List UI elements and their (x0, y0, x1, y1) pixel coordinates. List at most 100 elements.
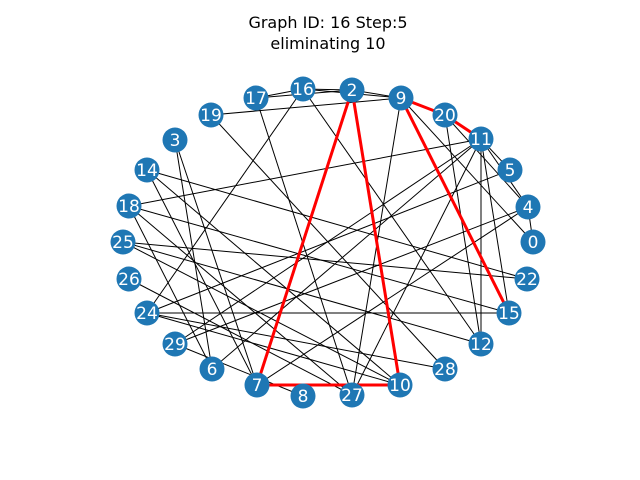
edge-19-9 (210, 97, 402, 116)
node-circle-17 (243, 85, 269, 111)
node-5: 5 (497, 157, 523, 183)
node-2: 2 (339, 77, 365, 103)
node-16: 16 (290, 76, 316, 102)
node-17: 17 (243, 85, 269, 111)
node-label-27: 27 (341, 386, 363, 406)
node-circle-20 (432, 102, 458, 128)
node-10: 10 (387, 372, 413, 398)
node-label-5: 5 (505, 161, 516, 181)
edge-25-12 (122, 241, 482, 345)
edge-3-6 (174, 139, 213, 370)
edge-14-22 (146, 169, 528, 280)
node-26: 26 (116, 266, 142, 292)
node-label-20: 20 (434, 106, 456, 126)
node-27: 27 (339, 382, 365, 408)
node-circle-8 (290, 383, 316, 409)
node-20: 20 (432, 102, 458, 128)
node-circle-4 (515, 194, 541, 220)
node-label-16: 16 (292, 80, 314, 100)
node-label-24: 24 (136, 304, 158, 324)
edge-17-27 (255, 97, 353, 396)
node-label-9: 9 (396, 89, 407, 109)
edge-26-27 (128, 278, 353, 396)
node-circle-26 (116, 266, 142, 292)
node-circle-12 (468, 331, 494, 357)
node-9: 9 (388, 85, 414, 111)
node-24: 24 (134, 300, 160, 326)
node-label-14: 14 (136, 161, 158, 181)
node-label-11: 11 (470, 130, 492, 150)
node-19: 19 (198, 102, 224, 128)
node-circle-24 (134, 300, 160, 326)
node-label-26: 26 (118, 270, 140, 290)
graph-title: Graph ID: 16 Step:5 (248, 13, 407, 32)
node-4: 4 (515, 194, 541, 220)
edge-7-4 (256, 206, 529, 386)
node-8: 8 (290, 383, 316, 409)
node-circle-27 (339, 382, 365, 408)
node-label-18: 18 (118, 197, 140, 217)
node-18: 18 (116, 193, 142, 219)
node-label-17: 17 (245, 89, 267, 109)
edge-9-0 (400, 97, 534, 243)
node-label-15: 15 (498, 304, 520, 324)
node-label-12: 12 (470, 335, 492, 355)
node-11: 11 (468, 126, 494, 152)
edge-29-4 (174, 206, 529, 345)
node-circle-3 (162, 127, 188, 153)
node-circle-11 (468, 126, 494, 152)
node-circle-14 (134, 157, 160, 183)
highlighted-edge-2-7 (255, 89, 354, 386)
node-25: 25 (110, 229, 136, 255)
node-label-8: 8 (298, 387, 309, 407)
edge-6-11 (211, 138, 482, 370)
node-label-7: 7 (252, 376, 263, 396)
highlighted-edge-2-10 (350, 89, 402, 386)
node-label-19: 19 (200, 106, 222, 126)
node-28: 28 (432, 356, 458, 382)
node-circle-6 (199, 356, 225, 382)
node-label-25: 25 (112, 233, 134, 253)
node-label-4: 4 (523, 198, 534, 218)
highlighted-edge-9-15 (399, 97, 511, 314)
edge-14-7 (146, 169, 258, 386)
edge-11-18 (128, 138, 482, 207)
node-circle-2 (339, 77, 365, 103)
node-circle-9 (388, 85, 414, 111)
node-22: 22 (514, 266, 540, 292)
node-label-28: 28 (434, 360, 456, 380)
node-label-6: 6 (207, 360, 218, 380)
edge-24-10 (146, 312, 401, 386)
node-circle-10 (387, 372, 413, 398)
node-circle-25 (110, 229, 136, 255)
node-14: 14 (134, 157, 160, 183)
node-0: 0 (520, 229, 546, 255)
node-circle-16 (290, 76, 316, 102)
node-29: 29 (162, 331, 188, 357)
edge-3-7 (174, 139, 258, 386)
node-3: 3 (162, 127, 188, 153)
node-15: 15 (496, 300, 522, 326)
node-label-0: 0 (528, 233, 539, 253)
edge-18-6 (128, 205, 213, 370)
node-label-22: 22 (516, 270, 538, 290)
edge-20-4 (444, 114, 529, 208)
node-circle-19 (198, 102, 224, 128)
node-label-29: 29 (164, 335, 186, 355)
elimination-step-label: eliminating 10 (270, 34, 385, 53)
node-circle-22 (514, 266, 540, 292)
node-layer: 0 2 3 45 6 7 8 9 10 11 12 14 15 16 17 18 19 20 22 24 25 26 27 2… (110, 76, 546, 409)
node-circle-18 (116, 193, 142, 219)
node-label-10: 10 (389, 376, 411, 396)
edge-27-11 (351, 138, 482, 396)
edge-29-11 (174, 138, 482, 345)
edge-25-22 (122, 241, 528, 280)
node-12: 12 (468, 331, 494, 357)
node-circle-29 (162, 331, 188, 357)
node-6: 6 (199, 356, 225, 382)
node-circle-5 (497, 157, 523, 183)
node-circle-7 (244, 372, 270, 398)
edge-29-8 (174, 343, 304, 397)
node-label-2: 2 (347, 81, 358, 101)
